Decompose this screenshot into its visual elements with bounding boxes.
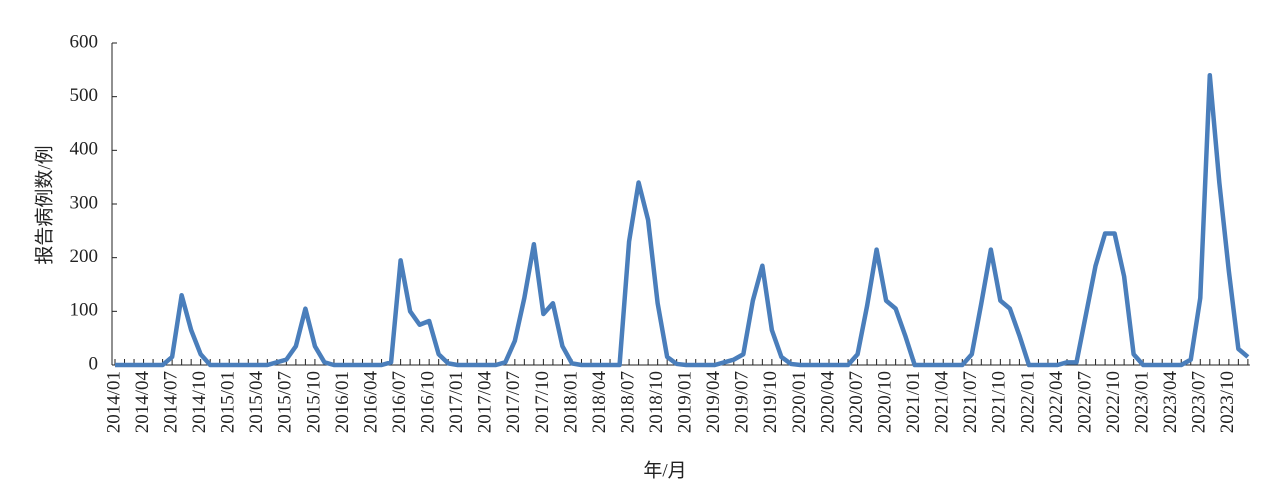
x-tick-label: 2022/10	[1103, 371, 1124, 433]
x-tick-label: 2016/01	[332, 371, 353, 433]
x-tick-label: 2016/04	[360, 371, 381, 434]
x-tick-label: 2014/10	[189, 371, 210, 433]
x-tick-label: 2014/07	[160, 371, 181, 433]
y-tick-label: 100	[70, 300, 99, 321]
x-tick-label: 2018/01	[560, 371, 581, 433]
x-tick-label: 2020/07	[846, 371, 867, 433]
x-tick-label: 2019/10	[760, 371, 781, 433]
y-tick-label: 600	[70, 31, 99, 52]
y-tick-label: 300	[70, 192, 99, 213]
x-tick-label: 2017/07	[503, 371, 524, 433]
x-tick-label: 2023/01	[1132, 371, 1153, 433]
y-tick-label: 0	[89, 353, 99, 374]
x-tick-label: 2015/10	[303, 371, 324, 433]
x-tick-label: 2015/04	[246, 371, 267, 434]
x-tick-label: 2018/04	[589, 371, 610, 434]
x-tick-label: 2017/04	[475, 371, 496, 434]
x-tick-label: 2023/04	[1160, 371, 1181, 434]
x-tick-label: 2020/01	[789, 371, 810, 433]
x-tick-label: 2014/04	[132, 371, 153, 434]
y-tick-label: 400	[70, 139, 99, 160]
x-tick-label: 2023/07	[1189, 371, 1210, 433]
x-tick-label: 2020/10	[874, 371, 895, 433]
x-tick-label: 2019/01	[675, 371, 696, 433]
x-tick-label: 2023/10	[1217, 371, 1238, 433]
x-tick-label: 2022/04	[1046, 371, 1067, 434]
x-tick-label: 2018/07	[617, 371, 638, 433]
x-tick-label: 2022/07	[1074, 371, 1095, 433]
x-tick-label: 2015/07	[275, 371, 296, 433]
x-tick-label: 2014/01	[103, 371, 124, 433]
x-tick-label: 2017/01	[446, 371, 467, 433]
x-tick-label: 2022/01	[1017, 371, 1038, 433]
x-tick-label: 2019/07	[732, 371, 753, 433]
x-tick-label: 2016/10	[418, 371, 439, 433]
x-tick-label: 2018/10	[646, 371, 667, 433]
x-tick-label: 2017/10	[532, 371, 553, 433]
data-line	[115, 72, 1250, 368]
x-tick-label: 2015/01	[218, 371, 239, 433]
x-axis-label: 年/月	[643, 459, 686, 481]
x-tick-label: 2021/10	[989, 371, 1010, 433]
x-tick-label: 2021/07	[960, 371, 981, 433]
y-axis-label: 报告病例数/例	[33, 145, 55, 264]
x-tick-label: 2020/04	[817, 371, 838, 434]
y-tick-label: 500	[70, 85, 99, 106]
y-tick-label: 200	[70, 246, 99, 267]
x-tick-label: 2021/01	[903, 371, 924, 433]
x-tick-label: 2019/04	[703, 371, 724, 434]
x-tick-label: 2016/07	[389, 371, 410, 433]
x-tick-label: 2021/04	[932, 371, 953, 434]
